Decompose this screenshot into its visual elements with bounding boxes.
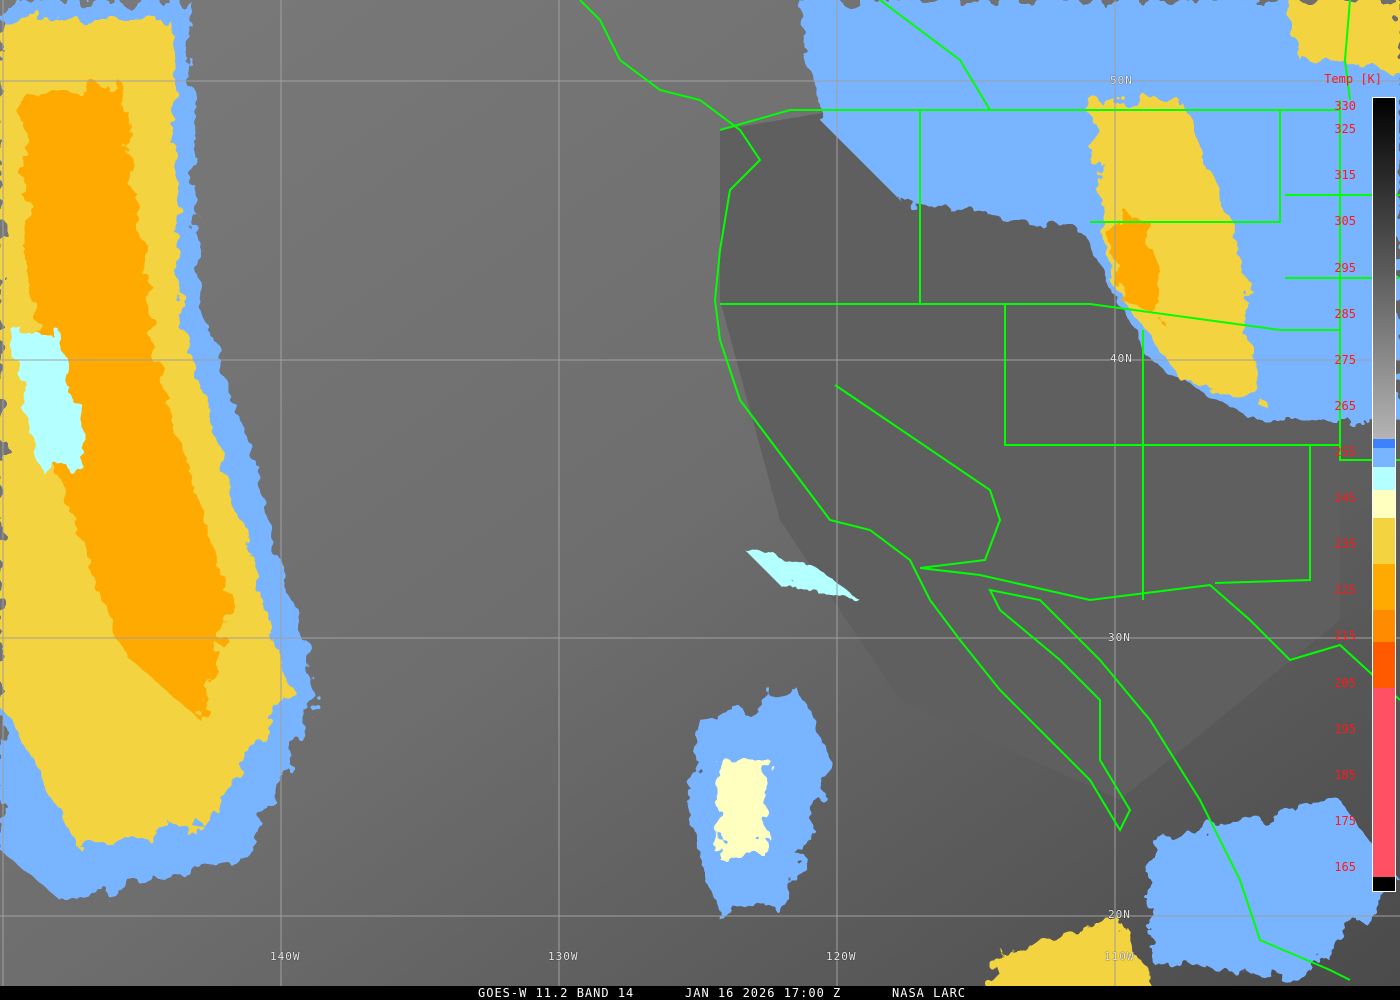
colorbar-segment [1373,877,1395,891]
colorbar-tick-label: 185 [1334,767,1356,782]
colorbar-segment [1373,466,1395,490]
caption-datetime: JAN 16 2026 17:00 Z [685,986,842,1000]
grid-label-lon: 140W [270,950,301,963]
colorbar-tick-label: 175 [1334,813,1356,828]
colorbar-tick-label: 195 [1334,721,1356,736]
grid-label-lon: 110W [1104,950,1135,963]
colorbar-tick-label: 275 [1334,352,1356,367]
grid-label-lon: 130W [548,950,579,963]
colorbar-tick-label: 265 [1334,398,1356,413]
caption-satellite: GOES-W 11.2 BAND 14 [478,986,635,1000]
cloud-southwest [690,545,1400,1000]
colorbar-tick-label: 285 [1334,306,1356,321]
caption-bar: GOES-W 11.2 BAND 14 JAN 16 2026 17:00 Z … [0,986,1400,1000]
cloud-band-interior [800,0,1400,420]
colorbar-tick-label: 205 [1334,675,1356,690]
temperature-colorbar [1372,97,1396,892]
grid-label-lat: 50N [1110,74,1133,87]
colorbar-title: Temp [K] [1324,72,1382,86]
grid-label-lat: 30N [1108,631,1131,644]
colorbar-tick-label: 255 [1334,445,1356,459]
grid-label-lon: 120W [826,950,857,963]
colorbar-tick-label: 295 [1334,260,1356,275]
caption-credit: NASA LARC [892,986,967,1000]
colorbar-tick-label: 305 [1334,214,1356,229]
colorbar-tick-label: 235 [1334,537,1356,552]
coastlines-and-borders [579,0,1400,981]
colorbar-tick-label: 245 [1334,491,1356,506]
colorbar-segment [1373,517,1395,564]
colorbar-segment [1373,563,1395,610]
colorbar-tick-label: 225 [1334,583,1356,598]
colorbar-tick-label: 325 [1334,122,1356,137]
colorbar-segment [1373,439,1395,449]
colorbar-segment [1373,98,1395,440]
cloud-band-west [0,0,320,900]
grid-label-lat: 20N [1108,908,1131,921]
colorbar-segment [1373,642,1395,689]
colorbar-tick-label: 315 [1334,168,1356,183]
grid-label-lat: 40N [1110,352,1133,365]
colorbar-tick-label: 215 [1334,629,1356,644]
colorbar-segment [1373,688,1395,878]
colorbar-segment [1373,448,1395,467]
colorbar-segment [1373,489,1395,518]
colorbar-tick-label: 165 [1334,859,1356,874]
colorbar-tick-label: 330 [1334,99,1356,114]
colorbar-segment [1373,609,1395,643]
